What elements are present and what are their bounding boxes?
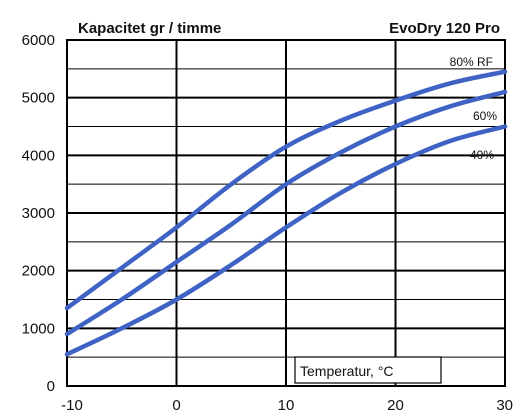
series-line-2 — [64, 124, 508, 357]
series-line-0 — [64, 69, 508, 311]
series-label-60: 60% — [473, 109, 497, 123]
y-tick-label: 3000 — [22, 205, 55, 222]
y-tick-label: 5000 — [22, 90, 55, 107]
x-axis-label-box — [294, 356, 442, 384]
x-tick-label: 20 — [387, 397, 404, 414]
x-axis-ticks: -10 0 10 20 30 — [61, 397, 513, 414]
x-tick-label: 10 — [278, 397, 295, 414]
plot-frame — [66, 39, 506, 387]
y-tick-label: 1000 — [22, 320, 55, 337]
chart-subtitle: EvoDry 120 Pro — [389, 20, 500, 37]
major-gridlines — [67, 40, 505, 386]
y-tick-label: 0 — [47, 378, 55, 395]
x-tick-label: 0 — [172, 397, 180, 414]
x-axis-label: Temperatur, °C — [300, 363, 394, 379]
series-label-80: 80% RF — [450, 55, 493, 69]
y-tick-label: 2000 — [22, 263, 55, 280]
series-line-1 — [64, 89, 508, 337]
y-tick-label: 6000 — [22, 32, 55, 49]
y-axis-ticks: 0 1000 2000 3000 4000 5000 6000 — [22, 32, 55, 395]
x-tick-label: 30 — [496, 397, 513, 414]
series-label-40: 40% — [470, 148, 494, 162]
chart-title: Kapacitet gr / timme — [78, 20, 221, 37]
y-tick-label: 4000 — [22, 147, 55, 164]
series-lines — [64, 69, 508, 357]
x-tick-label: -10 — [61, 397, 83, 414]
